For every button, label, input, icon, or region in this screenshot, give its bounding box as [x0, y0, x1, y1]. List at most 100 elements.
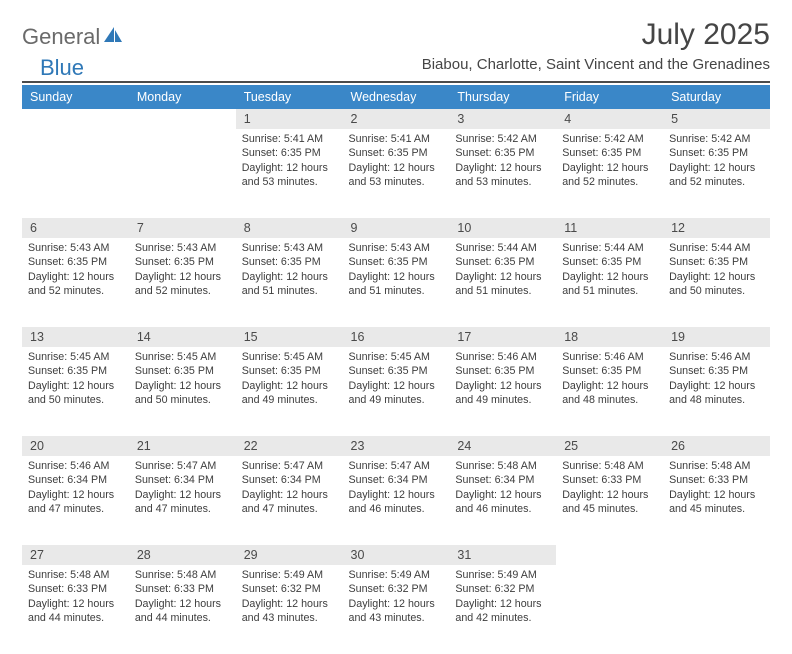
day-cell: Sunrise: 5:48 AMSunset: 6:33 PMDaylight:…: [663, 456, 770, 523]
sunrise-line: Sunrise: 5:46 AM: [669, 350, 764, 364]
day-number-cell: 31: [449, 545, 556, 565]
day-number: 10: [449, 218, 556, 238]
day-number: 26: [663, 436, 770, 456]
daylight-line: Daylight: 12 hours and 51 minutes.: [455, 270, 550, 299]
day-number: 15: [236, 327, 343, 347]
sunrise-line: Sunrise: 5:43 AM: [242, 241, 337, 255]
sunset-line: Sunset: 6:35 PM: [28, 255, 123, 269]
day-number-cell: 5: [663, 109, 770, 129]
day-cell-td: Sunrise: 5:48 AMSunset: 6:33 PMDaylight:…: [663, 456, 770, 545]
daylight-line: Daylight: 12 hours and 47 minutes.: [28, 488, 123, 517]
day-number-cell: 11: [556, 218, 663, 238]
day-number-cell: 1: [236, 109, 343, 129]
sunset-line: Sunset: 6:35 PM: [242, 364, 337, 378]
day-row: Sunrise: 5:48 AMSunset: 6:33 PMDaylight:…: [22, 565, 770, 654]
day-cell-td: Sunrise: 5:45 AMSunset: 6:35 PMDaylight:…: [22, 347, 129, 436]
weekday-header: Wednesday: [343, 85, 450, 109]
day-cell-td: Sunrise: 5:43 AMSunset: 6:35 PMDaylight:…: [129, 238, 236, 327]
daylight-line: Daylight: 12 hours and 48 minutes.: [562, 379, 657, 408]
day-cell-td: Sunrise: 5:41 AMSunset: 6:35 PMDaylight:…: [236, 129, 343, 218]
day-cell: Sunrise: 5:45 AMSunset: 6:35 PMDaylight:…: [129, 347, 236, 414]
day-cell-td: Sunrise: 5:47 AMSunset: 6:34 PMDaylight:…: [129, 456, 236, 545]
day-cell-td: Sunrise: 5:46 AMSunset: 6:35 PMDaylight:…: [663, 347, 770, 436]
day-cell-td: Sunrise: 5:49 AMSunset: 6:32 PMDaylight:…: [343, 565, 450, 654]
day-number: 19: [663, 327, 770, 347]
day-cell-td: Sunrise: 5:43 AMSunset: 6:35 PMDaylight:…: [343, 238, 450, 327]
day-number-cell: 7: [129, 218, 236, 238]
sunrise-line: Sunrise: 5:43 AM: [349, 241, 444, 255]
daylight-line: Daylight: 12 hours and 47 minutes.: [242, 488, 337, 517]
day-number-empty: [22, 109, 129, 129]
sunset-line: Sunset: 6:35 PM: [28, 364, 123, 378]
daylight-line: Daylight: 12 hours and 50 minutes.: [135, 379, 230, 408]
day-cell: Sunrise: 5:46 AMSunset: 6:35 PMDaylight:…: [556, 347, 663, 414]
sunrise-line: Sunrise: 5:46 AM: [562, 350, 657, 364]
sunset-line: Sunset: 6:35 PM: [562, 255, 657, 269]
sunrise-line: Sunrise: 5:41 AM: [349, 132, 444, 146]
day-number-cell: 23: [343, 436, 450, 456]
daylight-line: Daylight: 12 hours and 53 minutes.: [455, 161, 550, 190]
sunrise-line: Sunrise: 5:49 AM: [349, 568, 444, 582]
day-cell: Sunrise: 5:44 AMSunset: 6:35 PMDaylight:…: [663, 238, 770, 305]
day-cell: Sunrise: 5:44 AMSunset: 6:35 PMDaylight:…: [556, 238, 663, 305]
daynum-row: 20212223242526: [22, 436, 770, 456]
day-number-cell: 25: [556, 436, 663, 456]
day-cell: Sunrise: 5:41 AMSunset: 6:35 PMDaylight:…: [343, 129, 450, 196]
day-cell: Sunrise: 5:47 AMSunset: 6:34 PMDaylight:…: [343, 456, 450, 523]
daylight-line: Daylight: 12 hours and 52 minutes.: [135, 270, 230, 299]
daynum-row: 13141516171819: [22, 327, 770, 347]
daylight-line: Daylight: 12 hours and 49 minutes.: [455, 379, 550, 408]
sunset-line: Sunset: 6:34 PM: [349, 473, 444, 487]
day-cell: Sunrise: 5:49 AMSunset: 6:32 PMDaylight:…: [236, 565, 343, 632]
sunset-line: Sunset: 6:33 PM: [28, 582, 123, 596]
daylight-line: Daylight: 12 hours and 48 minutes.: [669, 379, 764, 408]
day-number: 27: [22, 545, 129, 565]
day-cell-td: Sunrise: 5:43 AMSunset: 6:35 PMDaylight:…: [22, 238, 129, 327]
day-cell-td: Sunrise: 5:46 AMSunset: 6:34 PMDaylight:…: [22, 456, 129, 545]
day-number: 29: [236, 545, 343, 565]
day-number-cell: 24: [449, 436, 556, 456]
sunset-line: Sunset: 6:33 PM: [669, 473, 764, 487]
day-number: 31: [449, 545, 556, 565]
daylight-line: Daylight: 12 hours and 51 minutes.: [242, 270, 337, 299]
day-number-empty: [663, 545, 770, 565]
weekday-header: Friday: [556, 85, 663, 109]
calendar-table: SundayMondayTuesdayWednesdayThursdayFrid…: [22, 85, 770, 654]
day-number-cell: 22: [236, 436, 343, 456]
day-number: 28: [129, 545, 236, 565]
day-cell: Sunrise: 5:48 AMSunset: 6:33 PMDaylight:…: [129, 565, 236, 632]
day-number-cell: 10: [449, 218, 556, 238]
sunrise-line: Sunrise: 5:41 AM: [242, 132, 337, 146]
day-cell-td: Sunrise: 5:44 AMSunset: 6:35 PMDaylight:…: [663, 238, 770, 327]
day-cell-td: Sunrise: 5:47 AMSunset: 6:34 PMDaylight:…: [343, 456, 450, 545]
day-number-empty: [556, 545, 663, 565]
day-row: Sunrise: 5:45 AMSunset: 6:35 PMDaylight:…: [22, 347, 770, 436]
sunrise-line: Sunrise: 5:44 AM: [669, 241, 764, 255]
sunrise-line: Sunrise: 5:44 AM: [562, 241, 657, 255]
sunset-line: Sunset: 6:35 PM: [242, 146, 337, 160]
day-number: 2: [343, 109, 450, 129]
day-number: 16: [343, 327, 450, 347]
daylight-line: Daylight: 12 hours and 49 minutes.: [349, 379, 444, 408]
sunrise-line: Sunrise: 5:43 AM: [28, 241, 123, 255]
day-number-cell: 3: [449, 109, 556, 129]
sunset-line: Sunset: 6:35 PM: [242, 255, 337, 269]
daylight-line: Daylight: 12 hours and 51 minutes.: [562, 270, 657, 299]
sunset-line: Sunset: 6:35 PM: [455, 146, 550, 160]
day-row: Sunrise: 5:41 AMSunset: 6:35 PMDaylight:…: [22, 129, 770, 218]
day-cell-td: Sunrise: 5:48 AMSunset: 6:33 PMDaylight:…: [556, 456, 663, 545]
day-cell: Sunrise: 5:47 AMSunset: 6:34 PMDaylight:…: [236, 456, 343, 523]
daylight-line: Daylight: 12 hours and 50 minutes.: [28, 379, 123, 408]
day-cell-td: Sunrise: 5:42 AMSunset: 6:35 PMDaylight:…: [556, 129, 663, 218]
sunrise-line: Sunrise: 5:42 AM: [669, 132, 764, 146]
sunset-line: Sunset: 6:35 PM: [349, 364, 444, 378]
day-cell: Sunrise: 5:42 AMSunset: 6:35 PMDaylight:…: [449, 129, 556, 196]
day-number: 7: [129, 218, 236, 238]
weekday-header: Sunday: [22, 85, 129, 109]
daylight-line: Daylight: 12 hours and 44 minutes.: [28, 597, 123, 626]
day-cell: Sunrise: 5:49 AMSunset: 6:32 PMDaylight:…: [449, 565, 556, 632]
calendar-page: General July 2025 Biabou, Charlotte, Sai…: [0, 0, 792, 654]
day-cell: Sunrise: 5:48 AMSunset: 6:34 PMDaylight:…: [449, 456, 556, 523]
logo: General: [22, 18, 126, 50]
daynum-row: 2728293031: [22, 545, 770, 565]
